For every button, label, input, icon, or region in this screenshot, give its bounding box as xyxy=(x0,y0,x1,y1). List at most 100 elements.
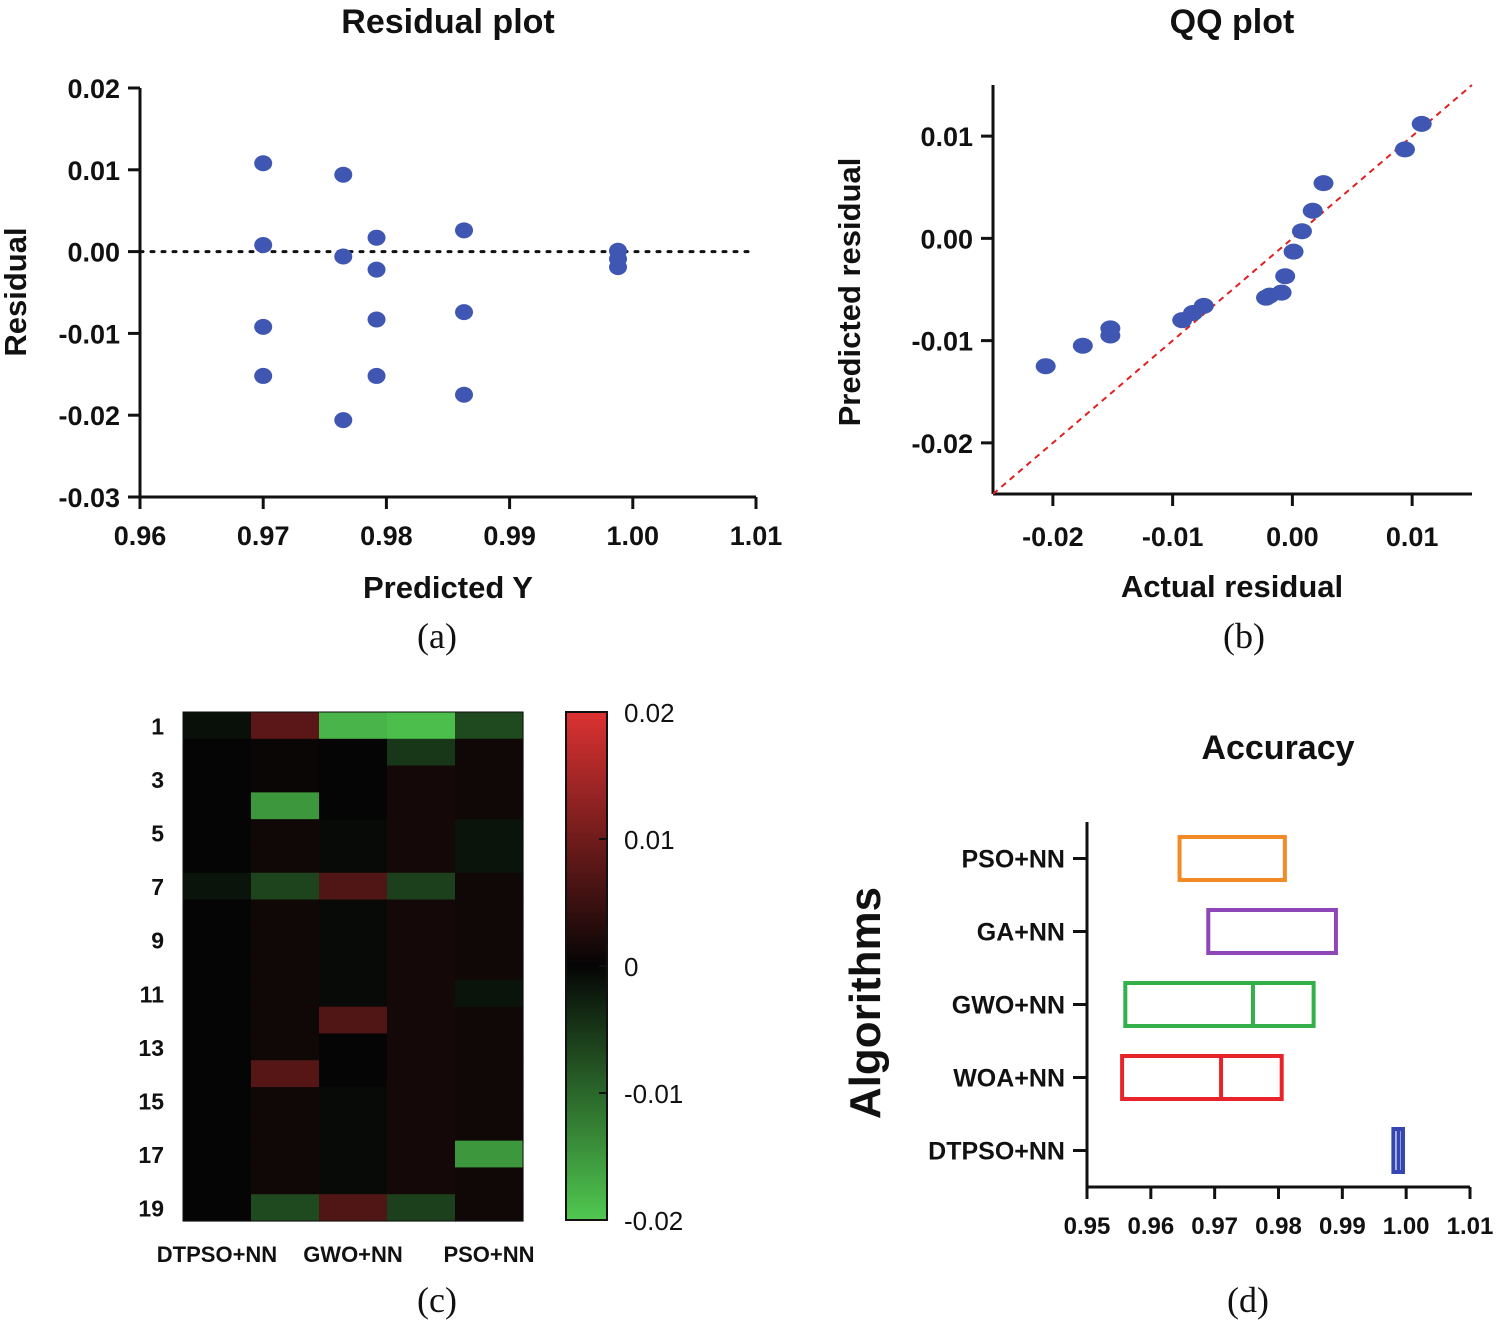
b-x-tick-label: 0.00 xyxy=(1266,522,1319,552)
heatmap-cell xyxy=(319,1087,388,1115)
panel-d-caption: (d) xyxy=(1227,1280,1269,1320)
b-point xyxy=(1283,243,1304,260)
heatmap-frame xyxy=(182,711,524,1222)
heatmap-cell xyxy=(455,1167,524,1195)
b-y-tick-label: -0.01 xyxy=(911,327,973,357)
heatmap-cell xyxy=(319,845,388,874)
heatmap-cell xyxy=(319,765,388,793)
heatmap-cell xyxy=(183,1006,252,1035)
b-y-tick-label: 0.00 xyxy=(920,224,973,254)
d-x-tick-label: 0.98 xyxy=(1255,1213,1302,1240)
heatmap-cell xyxy=(251,1087,320,1115)
a-point xyxy=(254,318,273,335)
heatmap-cell xyxy=(455,845,524,874)
heatmap-cell xyxy=(387,1140,456,1169)
heatmap-cell xyxy=(319,819,388,847)
heatmap-row-label: 9 xyxy=(151,928,164,954)
heatmap-column-label: GWO+NN xyxy=(303,1242,403,1267)
d-category-label: PSO+NN xyxy=(961,846,1065,874)
heatmap-cell xyxy=(251,819,320,847)
b-point xyxy=(1193,297,1214,314)
b-x-tick-label: 0.01 xyxy=(1386,522,1439,552)
heatmap-cell xyxy=(387,1087,456,1115)
heatmap-cell xyxy=(183,1140,252,1169)
a-y-tick-label: 0.00 xyxy=(67,238,120,268)
heatmap-cell xyxy=(183,712,252,740)
heatmap-cell xyxy=(319,738,388,767)
a-point xyxy=(455,386,474,403)
a-point xyxy=(254,237,273,254)
d-x-tick-label: 0.95 xyxy=(1064,1213,1111,1240)
heatmap-cell xyxy=(183,953,252,981)
heatmap-cell xyxy=(455,738,524,767)
b-point xyxy=(1302,202,1323,219)
heatmap-cell xyxy=(455,899,524,927)
a-x-tick-label: 0.99 xyxy=(483,521,536,551)
colorbar-tick-label: 0.02 xyxy=(624,698,675,728)
panel-d-ylabel: Algorithms xyxy=(841,887,890,1119)
box-woa-nn xyxy=(1120,1054,1284,1101)
heatmap-cell xyxy=(319,1140,388,1169)
heatmap-cell xyxy=(387,1033,456,1061)
a-y-tick-label: 0.01 xyxy=(67,156,120,186)
panel-d-plot: 0.95 0.96 0.97 0.98 0.99 1.00 1.01 PSO+NN GA+NN G… xyxy=(928,822,1493,1240)
heatmap-cell xyxy=(387,845,456,874)
heatmap-cell xyxy=(251,765,320,793)
heatmap-cell xyxy=(251,738,320,767)
heatmap-cell xyxy=(455,712,524,740)
panel-b: QQ plot Actual residual Predicted residu… xyxy=(832,3,1473,656)
a-point xyxy=(334,248,353,265)
b-point xyxy=(1291,223,1312,240)
a-point xyxy=(334,412,353,429)
panel-b-xlabel: Actual residual xyxy=(1121,569,1343,604)
heatmap-cell xyxy=(387,819,456,847)
heatmap-cell xyxy=(251,1060,320,1088)
heatmap-cell xyxy=(183,1060,252,1088)
heatmap-cell xyxy=(319,1033,388,1061)
heatmap-cell xyxy=(319,1113,388,1142)
panel-a: Residual plot Predicted Y Residual (a) 0… xyxy=(0,3,782,656)
panel-a-title: Residual plot xyxy=(341,3,554,41)
heatmap-cell xyxy=(455,792,524,820)
a-x-tick-label: 1.00 xyxy=(607,521,660,551)
panel-b-plot: -0.02 -0.01 0.00 0.01 -0.02 -0.01 0.00 0.01 xyxy=(911,84,1473,552)
heatmap-cell xyxy=(455,1033,524,1061)
heatmap-cell xyxy=(183,792,252,820)
heatmap-cell xyxy=(251,712,320,740)
heatmap-cell xyxy=(455,1194,524,1222)
colorbar-tick-label: -0.02 xyxy=(624,1206,683,1236)
colorbar-tick-label: -0.01 xyxy=(624,1079,683,1109)
heatmap-cell xyxy=(455,765,524,793)
heatmap-cell xyxy=(183,1113,252,1142)
heatmap-cell xyxy=(455,926,524,954)
d-x-tick-label: 0.97 xyxy=(1191,1213,1238,1240)
heatmap-cell xyxy=(455,1006,524,1035)
heatmap-cell xyxy=(455,1087,524,1115)
heatmap-row-label: 1 xyxy=(151,713,164,739)
d-x-tick-label: 1.01 xyxy=(1447,1213,1494,1240)
a-point xyxy=(455,304,474,321)
heatmap-cell xyxy=(387,1060,456,1088)
heatmap-row-label: 5 xyxy=(151,821,164,847)
a-y-tick-label: -0.01 xyxy=(58,319,120,349)
heatmap-cell xyxy=(387,1006,456,1035)
a-x-tick-label: 0.96 xyxy=(114,521,167,551)
heatmap-cell xyxy=(319,979,388,1008)
panel-d-title: Accuracy xyxy=(1201,729,1354,767)
heatmap-cell xyxy=(387,979,456,1008)
heatmap-cell xyxy=(387,926,456,954)
heatmap-column-label: DTPSO+NN xyxy=(157,1242,277,1267)
d-category-label: WOA+NN xyxy=(953,1065,1065,1093)
heatmap-cell xyxy=(183,765,252,793)
heatmap-row-label: 17 xyxy=(138,1142,164,1168)
a-x-tick-label: 0.98 xyxy=(360,521,413,551)
heatmap-cell xyxy=(251,1194,320,1222)
panel-b-caption: (b) xyxy=(1223,616,1265,656)
heatmap-cell xyxy=(183,979,252,1008)
b-point xyxy=(1271,284,1292,301)
a-y-tick-label: 0.02 xyxy=(67,74,120,104)
panel-a-xlabel: Predicted Y xyxy=(363,570,533,605)
panel-a-ylabel: Residual xyxy=(0,227,33,356)
heatmap-cell xyxy=(251,872,320,901)
box-pso-nn xyxy=(1177,835,1287,882)
